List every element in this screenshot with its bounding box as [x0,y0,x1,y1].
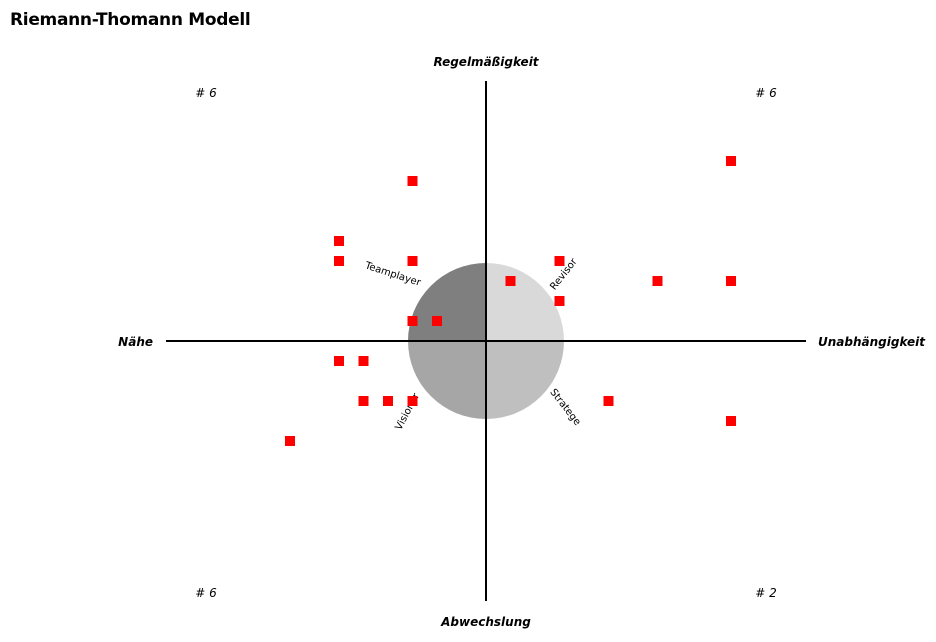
data-point-19 [603,396,614,406]
data-point-12 [726,156,736,166]
data-point-14 [358,356,369,366]
data-points [285,156,736,446]
data-point-1 [407,176,418,186]
axis-label-bottom: Abwechslung [440,615,531,629]
data-point-11 [726,276,736,286]
data-point-16 [383,396,393,406]
count-bottom-right: # 2 [755,586,777,600]
data-point-3 [334,256,344,266]
data-point-9 [554,296,565,306]
data-point-8 [505,276,516,286]
count-top-right: # 6 [755,86,777,100]
axis-label-top: Regelmäßigkeit [433,55,539,69]
data-point-2 [334,236,344,246]
axis-label-left: Nähe [118,335,153,349]
data-point-10 [652,276,663,286]
data-point-7 [554,256,565,266]
data-point-18 [285,436,295,446]
data-point-4 [407,256,418,266]
type-label-stratege: Stratege [547,387,582,428]
data-point-6 [432,316,442,326]
data-point-20 [726,416,736,426]
count-bottom-left: # 6 [195,586,217,600]
quadrant-top-right [486,263,564,341]
quadrant-bottom-left [408,341,486,419]
data-point-15 [358,396,369,406]
quadrant-top-left [408,263,486,341]
data-point-13 [334,356,344,366]
axis-label-right: Unabhängigkeit [818,335,926,349]
center-circle [408,263,564,419]
chart-title: Riemann-Thomann Modell [10,10,251,30]
count-top-left: # 6 [195,86,217,100]
data-point-5 [407,316,418,326]
data-point-17 [407,396,418,406]
quadrant-bottom-right [486,341,564,419]
